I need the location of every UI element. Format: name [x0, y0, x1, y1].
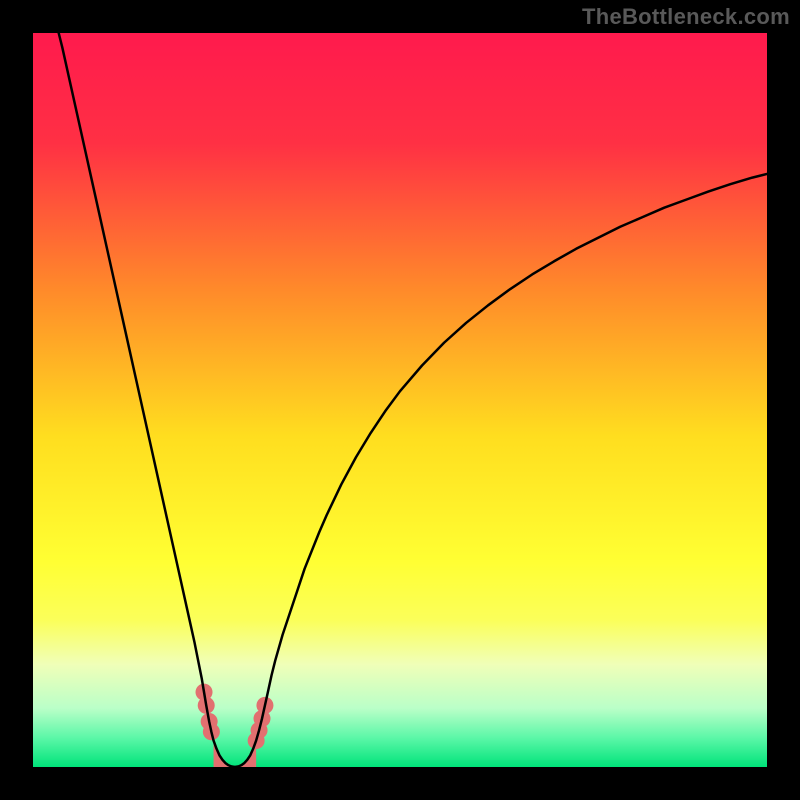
chart-container: TheBottleneck.com: [0, 0, 800, 800]
plot-background: [33, 33, 767, 767]
watermark-text: TheBottleneck.com: [582, 4, 790, 30]
chart-svg: [0, 0, 800, 800]
